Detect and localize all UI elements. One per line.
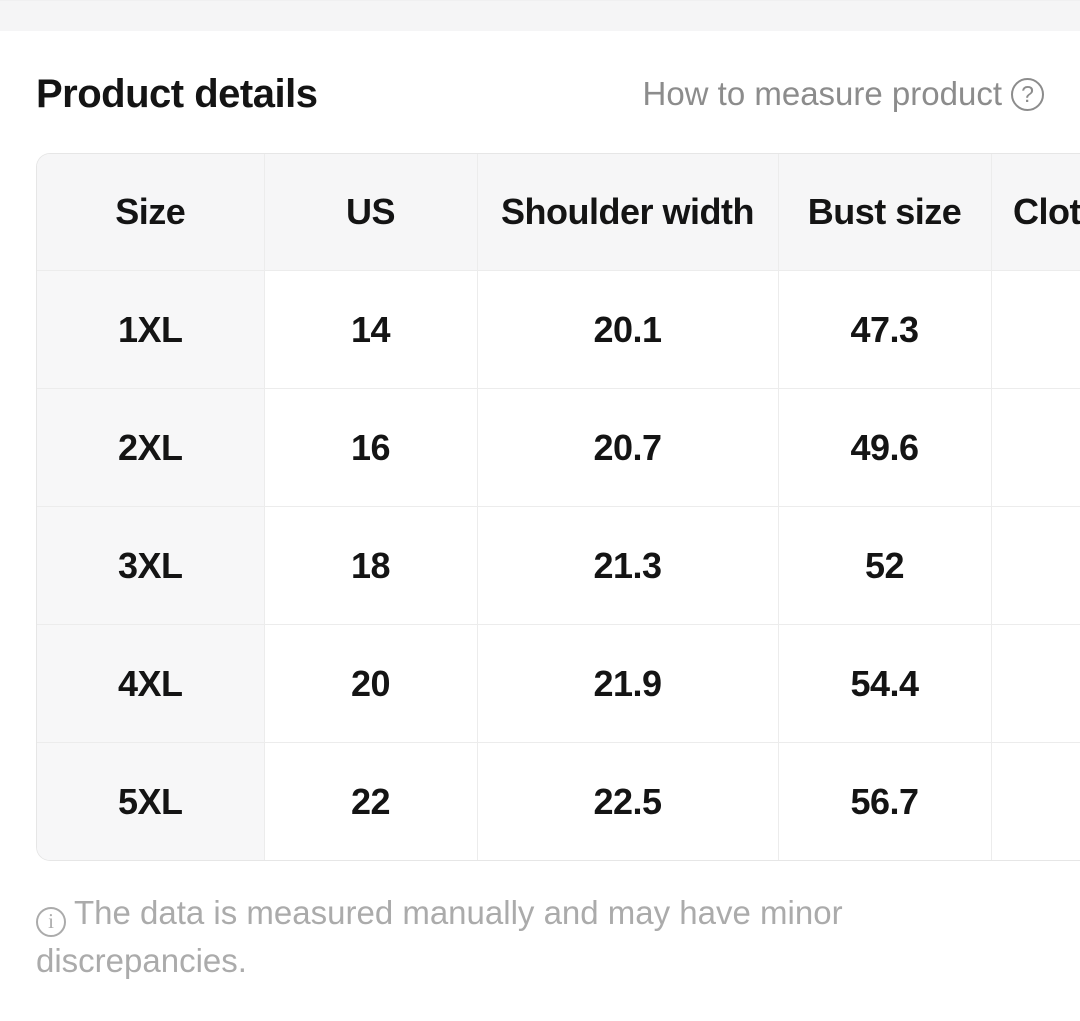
question-circle-icon bbox=[1011, 77, 1044, 111]
page-title: Product details bbox=[36, 71, 318, 116]
sheet-backdrop-strip bbox=[0, 0, 1080, 31]
bust-size-cell: 54.4 bbox=[778, 624, 992, 743]
shoulder-width-cell: 21.9 bbox=[477, 624, 779, 743]
table-row: 5XL 22 22.5 56.7 bbox=[37, 742, 1080, 860]
column-header-size: Size bbox=[37, 154, 265, 271]
us-cell: 18 bbox=[264, 506, 478, 625]
bust-size-cell: 47.3 bbox=[778, 270, 992, 389]
us-cell: 16 bbox=[264, 388, 478, 507]
size-table-scroll-container[interactable]: Size US Shoulder width Bust size Clothin… bbox=[36, 153, 1080, 861]
measurement-disclaimer: The data is measured manually and may ha… bbox=[36, 889, 1050, 985]
size-cell: 2XL bbox=[37, 388, 265, 507]
clothing-length-cell bbox=[991, 742, 1080, 860]
bust-size-cell: 49.6 bbox=[778, 388, 992, 507]
clothing-length-cell bbox=[991, 506, 1080, 625]
disclaimer-text: The data is measured manually and may ha… bbox=[36, 894, 843, 979]
table-header-row: Size US Shoulder width Bust size Clothin… bbox=[37, 154, 1080, 271]
bust-size-cell: 52 bbox=[778, 506, 992, 625]
shoulder-width-cell: 20.1 bbox=[477, 270, 779, 389]
clothing-length-cell bbox=[991, 624, 1080, 743]
clothing-length-cell bbox=[991, 388, 1080, 507]
shoulder-width-cell: 22.5 bbox=[477, 742, 779, 860]
us-cell: 22 bbox=[264, 742, 478, 860]
info-circle-icon bbox=[36, 906, 66, 937]
clothing-length-cell bbox=[991, 270, 1080, 389]
how-to-measure-link[interactable]: How to measure product bbox=[642, 75, 1044, 113]
how-to-measure-label: How to measure product bbox=[642, 75, 1002, 112]
table-row: 4XL 20 21.9 54.4 bbox=[37, 624, 1080, 743]
shoulder-width-cell: 21.3 bbox=[477, 506, 779, 625]
us-cell: 14 bbox=[264, 270, 478, 389]
column-header-shoulder-width: Shoulder width bbox=[477, 154, 779, 271]
size-table: Size US Shoulder width Bust size Clothin… bbox=[37, 154, 1080, 860]
table-row: 1XL 14 20.1 47.3 bbox=[37, 270, 1080, 389]
table-row: 3XL 18 21.3 52 bbox=[37, 506, 1080, 625]
us-cell: 20 bbox=[264, 624, 478, 743]
column-header-clothing-length: Clothing length bbox=[991, 154, 1080, 271]
shoulder-width-cell: 20.7 bbox=[477, 388, 779, 507]
size-cell: 1XL bbox=[37, 270, 265, 389]
table-row: 2XL 16 20.7 49.6 bbox=[37, 388, 1080, 507]
column-header-us: US bbox=[264, 154, 478, 271]
column-header-bust-size: Bust size bbox=[778, 154, 992, 271]
size-cell: 5XL bbox=[37, 742, 265, 860]
size-cell: 3XL bbox=[37, 506, 265, 625]
section-header: Product details How to measure product bbox=[0, 65, 1080, 123]
size-cell: 4XL bbox=[37, 624, 265, 743]
bust-size-cell: 56.7 bbox=[778, 742, 992, 860]
